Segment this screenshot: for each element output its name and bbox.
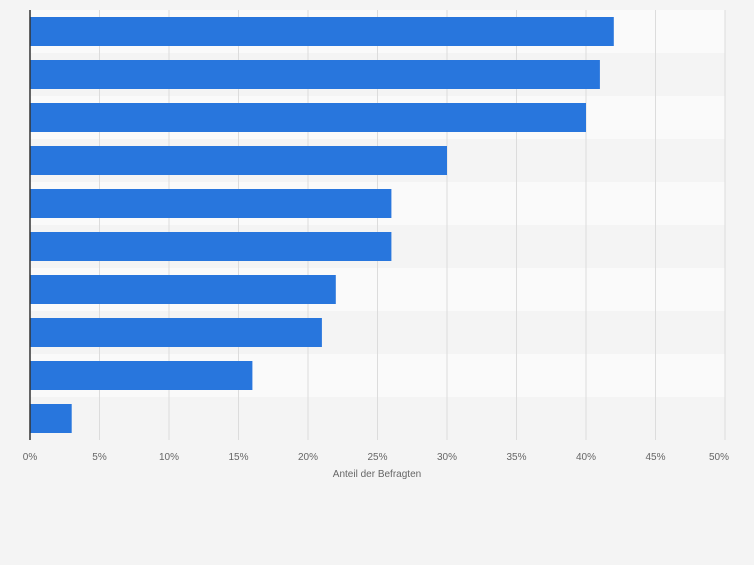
x-tick-label: 35% <box>506 452 526 463</box>
bar[interactable] <box>30 60 600 89</box>
bar[interactable] <box>30 146 447 175</box>
bars <box>30 17 614 433</box>
x-tick-label: 20% <box>298 452 318 463</box>
x-tick-label: 45% <box>645 452 665 463</box>
x-tick-label: 50% <box>709 452 729 463</box>
x-tick-labels: 0% 5% 10% 15% 20% 25% 30% 35% 40% 45% 50% <box>23 452 729 463</box>
bar[interactable] <box>30 361 253 390</box>
x-tick-label: 10% <box>159 452 179 463</box>
bar[interactable] <box>30 189 392 218</box>
bar[interactable] <box>30 17 614 46</box>
x-tick-label: 30% <box>437 452 457 463</box>
x-tick-label: 5% <box>92 452 107 463</box>
bar[interactable] <box>30 404 72 433</box>
x-tick-label: 25% <box>367 452 387 463</box>
bar[interactable] <box>30 275 336 304</box>
bar[interactable] <box>30 232 392 261</box>
x-tick-label: 40% <box>576 452 596 463</box>
x-tick-label: 0% <box>23 452 38 463</box>
x-axis-title: Anteil der Befragten <box>333 469 421 480</box>
x-tick-label: 15% <box>228 452 248 463</box>
bar[interactable] <box>30 103 586 132</box>
bar[interactable] <box>30 318 322 347</box>
